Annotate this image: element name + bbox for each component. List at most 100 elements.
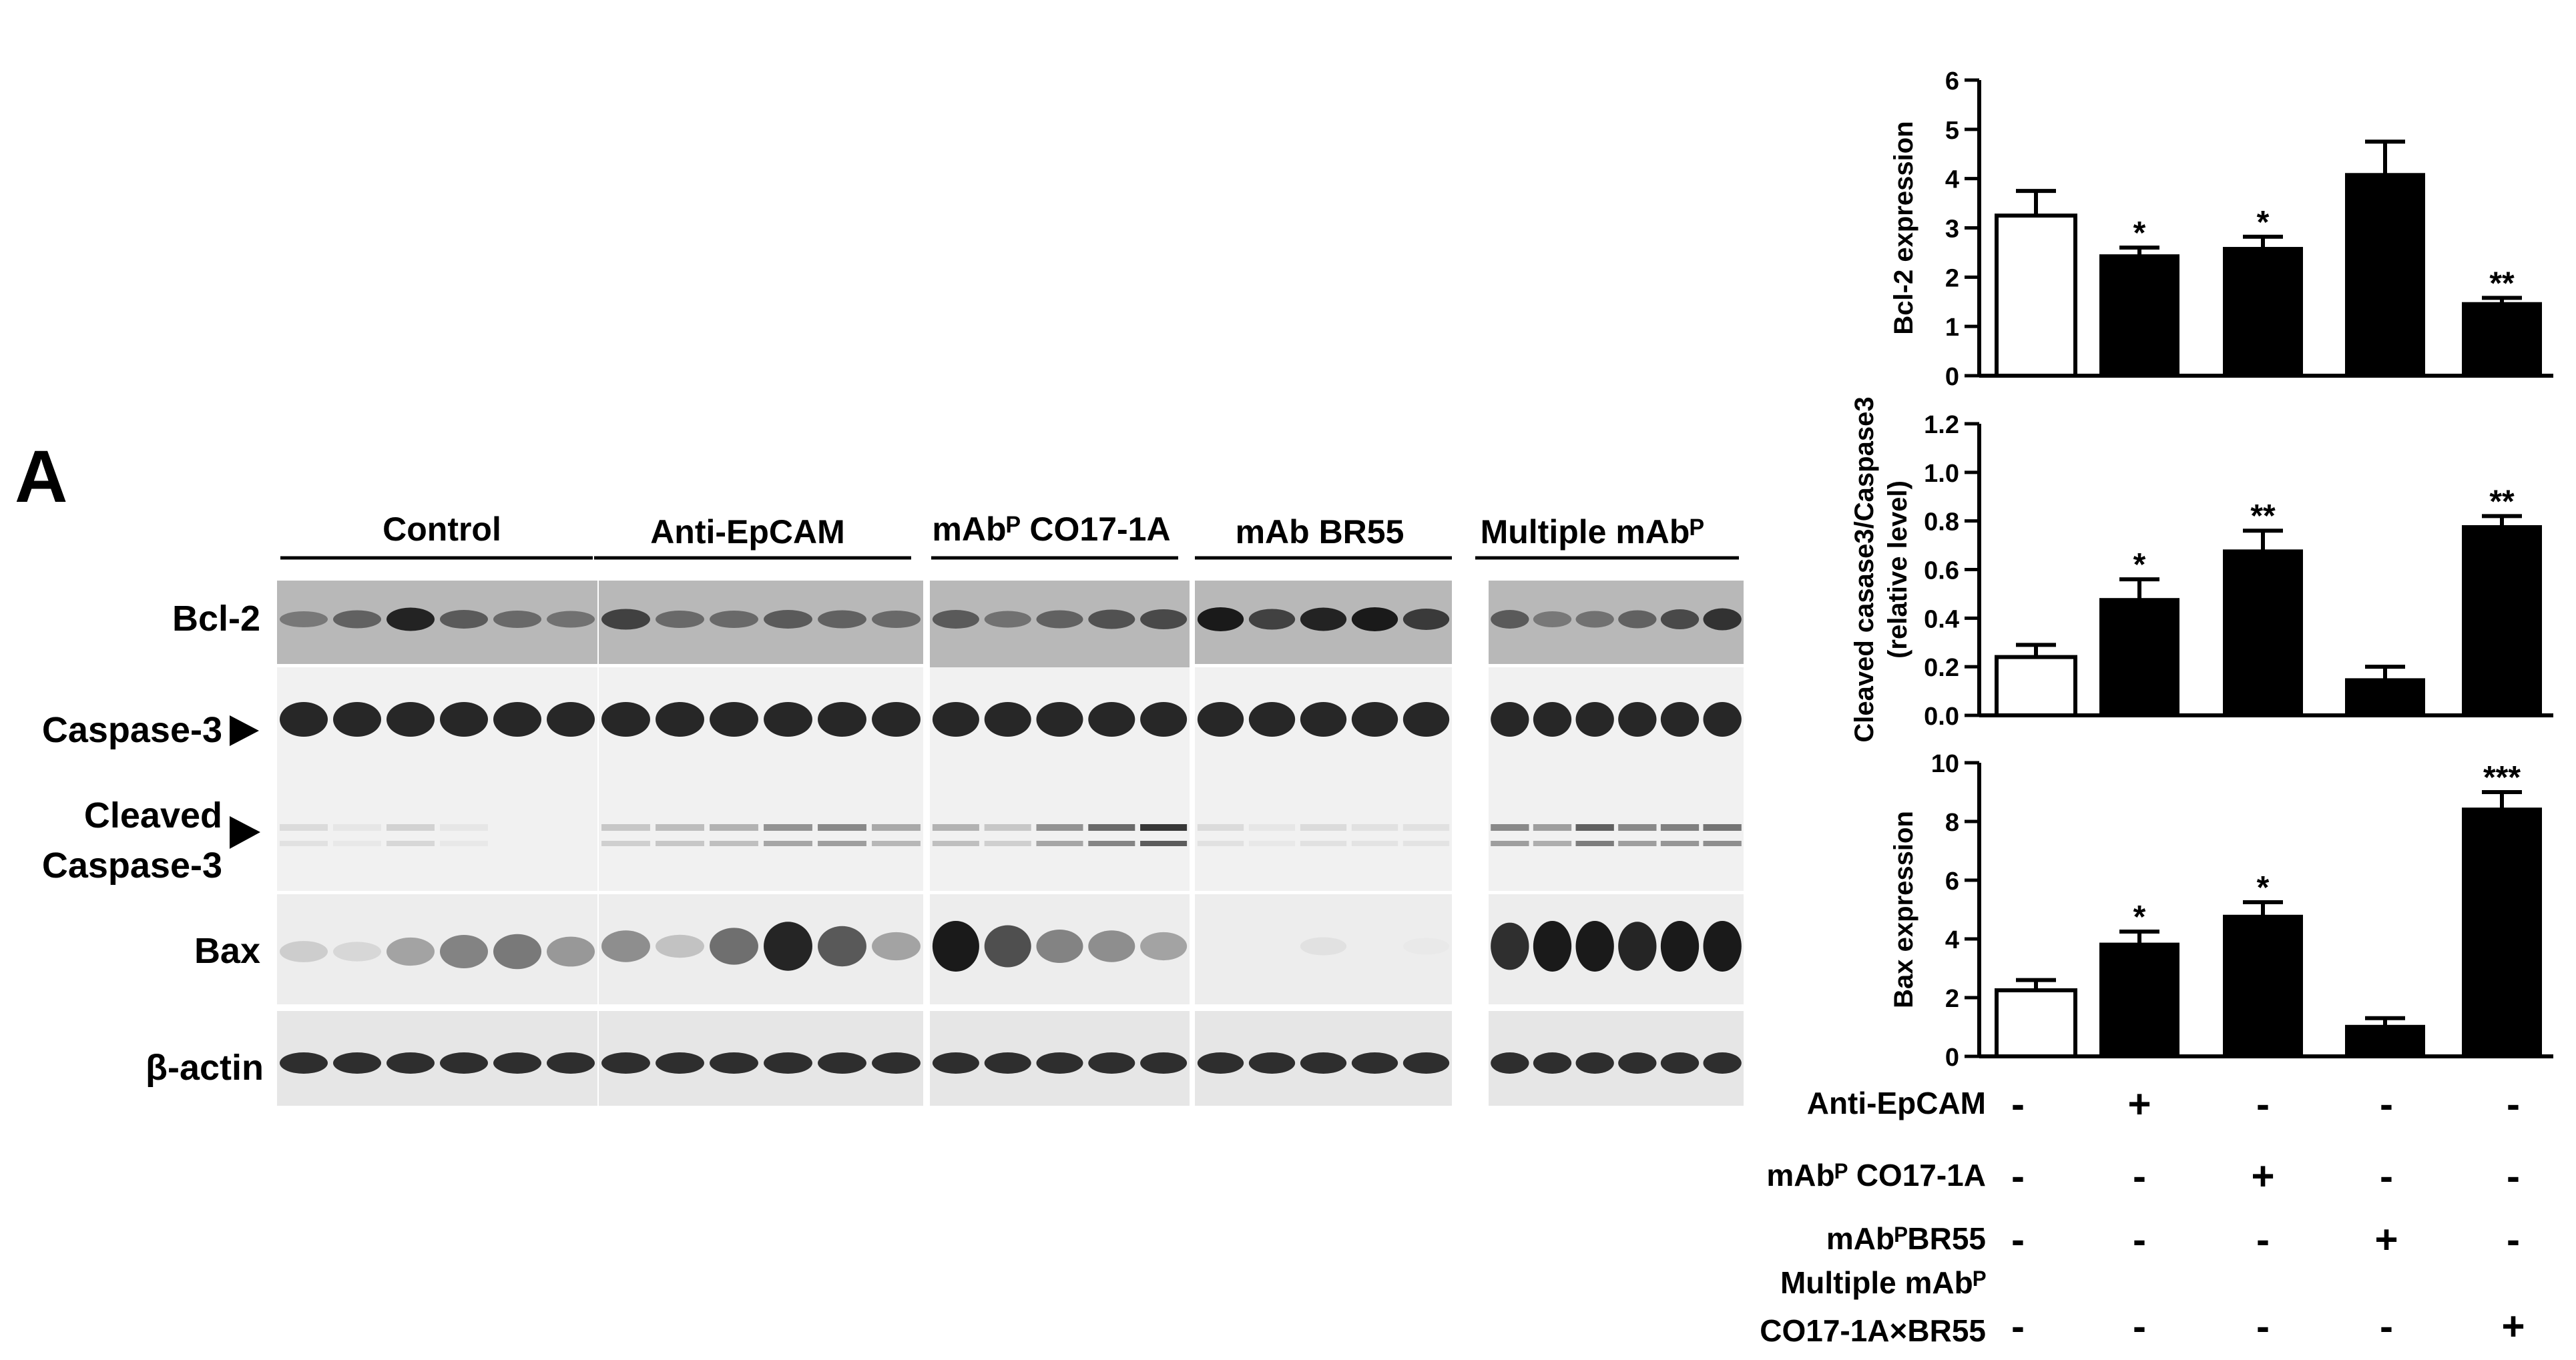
minus-marker: - (2380, 1082, 2393, 1126)
bar (2462, 807, 2542, 1057)
y-tick-label: 0.6 (1924, 557, 1959, 585)
minus-marker: - (2256, 1082, 2270, 1126)
bar (1995, 214, 2077, 378)
bar (1995, 988, 2077, 1058)
minus-marker: - (2011, 1217, 2025, 1262)
caspase3-arrow-icon (230, 715, 259, 746)
y-axis-label: Bax expression (1889, 811, 1918, 1008)
y-tick-label: 0.4 (1924, 605, 1959, 633)
group-label-anti-epcam: Anti-EpCAM (650, 513, 845, 551)
treatment-label: mAbᴾ CO17-1A (1766, 1158, 1986, 1193)
minus-marker: - (2133, 1154, 2146, 1199)
y-tick-label: 4 (1945, 926, 1959, 954)
y-tick-label: 0 (1945, 363, 1959, 391)
bar (2345, 1024, 2425, 1058)
significance-marker: ** (2489, 266, 2515, 301)
y-tick-label: 5 (1945, 117, 1959, 145)
bar (2345, 678, 2425, 716)
group-label-multiple: Multiple mAbᴾ (1481, 513, 1704, 551)
bar (1995, 655, 2077, 717)
y-axis-label: Bcl-2 expression (1889, 121, 1918, 334)
minus-marker: - (2133, 1304, 2146, 1349)
bar (2099, 254, 2179, 376)
bar (2462, 302, 2542, 376)
significance-marker: * (2257, 205, 2270, 240)
significance-marker: *** (2483, 760, 2521, 795)
blot-group-headers: Control Anti-EpCAM mAbᴾ CO17-1A mAb BR55… (280, 511, 1739, 560)
y-axis-label-line2: (relative level) (1883, 480, 1912, 659)
row-label-beta-actin: β-actin (146, 1048, 264, 1088)
group-label-br55: mAb BR55 (1236, 513, 1404, 551)
group-label-control: Control (382, 511, 501, 548)
y-tick-label: 6 (1945, 67, 1959, 95)
y-tick-label: 3 (1945, 216, 1959, 244)
treatment-label: mAbᴾBR55 (1826, 1221, 1986, 1256)
y-tick-label: 1.0 (1924, 460, 1959, 488)
y-tick-label: 10 (1931, 750, 1959, 778)
row-label-cleaved-caspase3: Caspase-3 (42, 845, 222, 886)
minus-marker: - (2507, 1217, 2520, 1262)
treatment-row: mAbᴾBR55- - - + - (1826, 1217, 2520, 1262)
y-tick-label: 1 (1945, 314, 1959, 342)
bar (2099, 942, 2179, 1057)
significance-marker: ** (2250, 498, 2276, 534)
significance-marker: * (2257, 870, 2270, 906)
treatment-label: Multiple mAbᴾ (1780, 1265, 1986, 1300)
row-label-caspase3: Caspase-3 (42, 710, 222, 750)
row-label-bcl2: Bcl-2 (172, 599, 260, 639)
treatment-label: Anti-EpCAM (1807, 1086, 1986, 1120)
minus-marker: - (2133, 1217, 2146, 1262)
significance-marker: * (2133, 216, 2146, 251)
y-tick-label: 0.8 (1924, 508, 1959, 537)
minus-marker: - (2256, 1304, 2270, 1349)
y-tick-label: 0 (1945, 1044, 1959, 1072)
plus-marker: + (2501, 1304, 2525, 1349)
bar-chart-2: 0.0 0.2 0.4 0.6 0.8 1.0 1.2 Cleaved casase3/Cas… (1850, 396, 2553, 743)
row-label-cleaved: Cleaved (84, 795, 222, 835)
minus-marker: - (2011, 1082, 2025, 1126)
y-tick-label: 0.0 (1924, 703, 1959, 731)
y-tick-label: 0.2 (1924, 654, 1959, 682)
minus-marker: - (2011, 1304, 2025, 1349)
minus-marker: - (2011, 1154, 2025, 1199)
bar (2223, 247, 2303, 376)
row-label-bax: Bax (194, 931, 260, 971)
y-tick-label: 2 (1945, 264, 1959, 292)
significance-marker: * (2133, 900, 2146, 935)
plus-marker: + (2374, 1217, 2398, 1262)
y-tick-label: 4 (1945, 166, 1959, 194)
minus-marker: - (2380, 1154, 2393, 1199)
bar (2223, 549, 2303, 716)
y-tick-label: 8 (1945, 809, 1959, 837)
significance-marker: ** (2489, 484, 2515, 519)
western-blot-image (277, 581, 1744, 1106)
blot-row-labels: Bcl-2 Caspase-3 Cleaved Caspase-3 Bax β-… (42, 599, 264, 1088)
treatment-label-line2: CO17-1A×BR55 (1760, 1313, 1986, 1348)
bar (2099, 598, 2179, 717)
group-label-co17-1a: mAbᴾ CO17-1A (932, 511, 1170, 548)
minus-marker: - (2256, 1217, 2270, 1262)
y-axis-label: Cleaved casase3/Caspase3 (1850, 396, 1879, 742)
treatment-table: Anti-EpCAM - + - - -mAbᴾ CO17-1A - - + - -mAbᴾBR55… (1760, 1082, 2525, 1349)
minus-marker: - (2507, 1154, 2520, 1199)
minus-marker: - (2380, 1304, 2393, 1349)
cleaved-caspase3-arrow-icon (230, 816, 260, 849)
bar (2223, 914, 2303, 1058)
treatment-row: mAbᴾ CO17-1A - - + - - (1766, 1154, 2520, 1199)
plus-marker: + (2127, 1082, 2151, 1126)
minus-marker: - (2507, 1082, 2520, 1126)
bar (2345, 173, 2425, 376)
y-tick-label: 6 (1945, 868, 1959, 896)
significance-marker: * (2133, 547, 2146, 583)
plus-marker: + (2251, 1154, 2274, 1199)
bar (2462, 525, 2542, 716)
panel-label: A (15, 436, 67, 518)
treatment-row: Anti-EpCAM - + - - - (1807, 1082, 2520, 1126)
y-tick-label: 2 (1945, 985, 1959, 1013)
y-tick-label: 1.2 (1924, 411, 1959, 439)
